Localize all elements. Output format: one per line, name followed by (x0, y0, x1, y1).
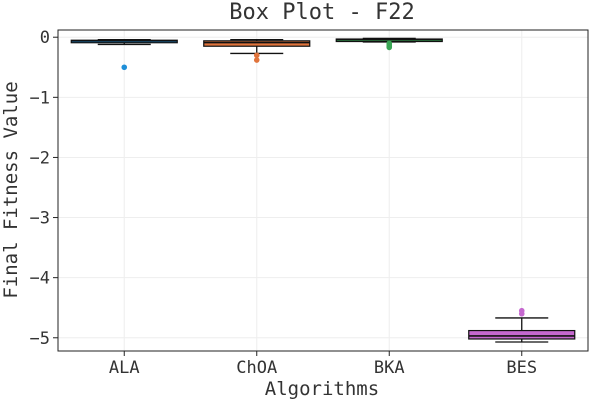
plot-frame (57, 29, 589, 352)
outlier-point (121, 64, 128, 71)
y-tick-label: −3 (30, 209, 50, 229)
box-body (203, 40, 311, 47)
outlier-point (253, 52, 260, 59)
box-bka (335, 37, 443, 51)
y-tick-label: −5 (30, 329, 50, 349)
y-axis: 0 −1 −2 −3 −4 −5 (30, 28, 58, 349)
outlier-point (518, 310, 525, 317)
box-body (468, 329, 576, 340)
y-tick-label: −4 (30, 269, 50, 289)
y-tick-label: −1 (30, 88, 50, 108)
x-axis-label: Algorithms (265, 378, 379, 400)
x-tick-label: ALA (109, 358, 140, 378)
y-tick-label: 0 (40, 28, 50, 48)
boxes (70, 37, 576, 343)
chart-title: Box Plot - F22 (229, 0, 414, 25)
outlier-point (253, 57, 260, 63)
y-axis-label: Final Fitness Value (0, 81, 22, 298)
box-ala (70, 38, 178, 71)
grid (58, 30, 588, 351)
x-tick-label: BES (506, 358, 537, 378)
x-tick-label: ChOA (236, 358, 277, 378)
box-choa (203, 38, 311, 63)
x-axis: ALA ChOA BKA BES (109, 351, 537, 378)
box-bes (468, 307, 576, 343)
y-tick-label: −2 (30, 148, 50, 168)
x-tick-label: BKA (374, 358, 405, 378)
outlier-point (386, 44, 393, 51)
